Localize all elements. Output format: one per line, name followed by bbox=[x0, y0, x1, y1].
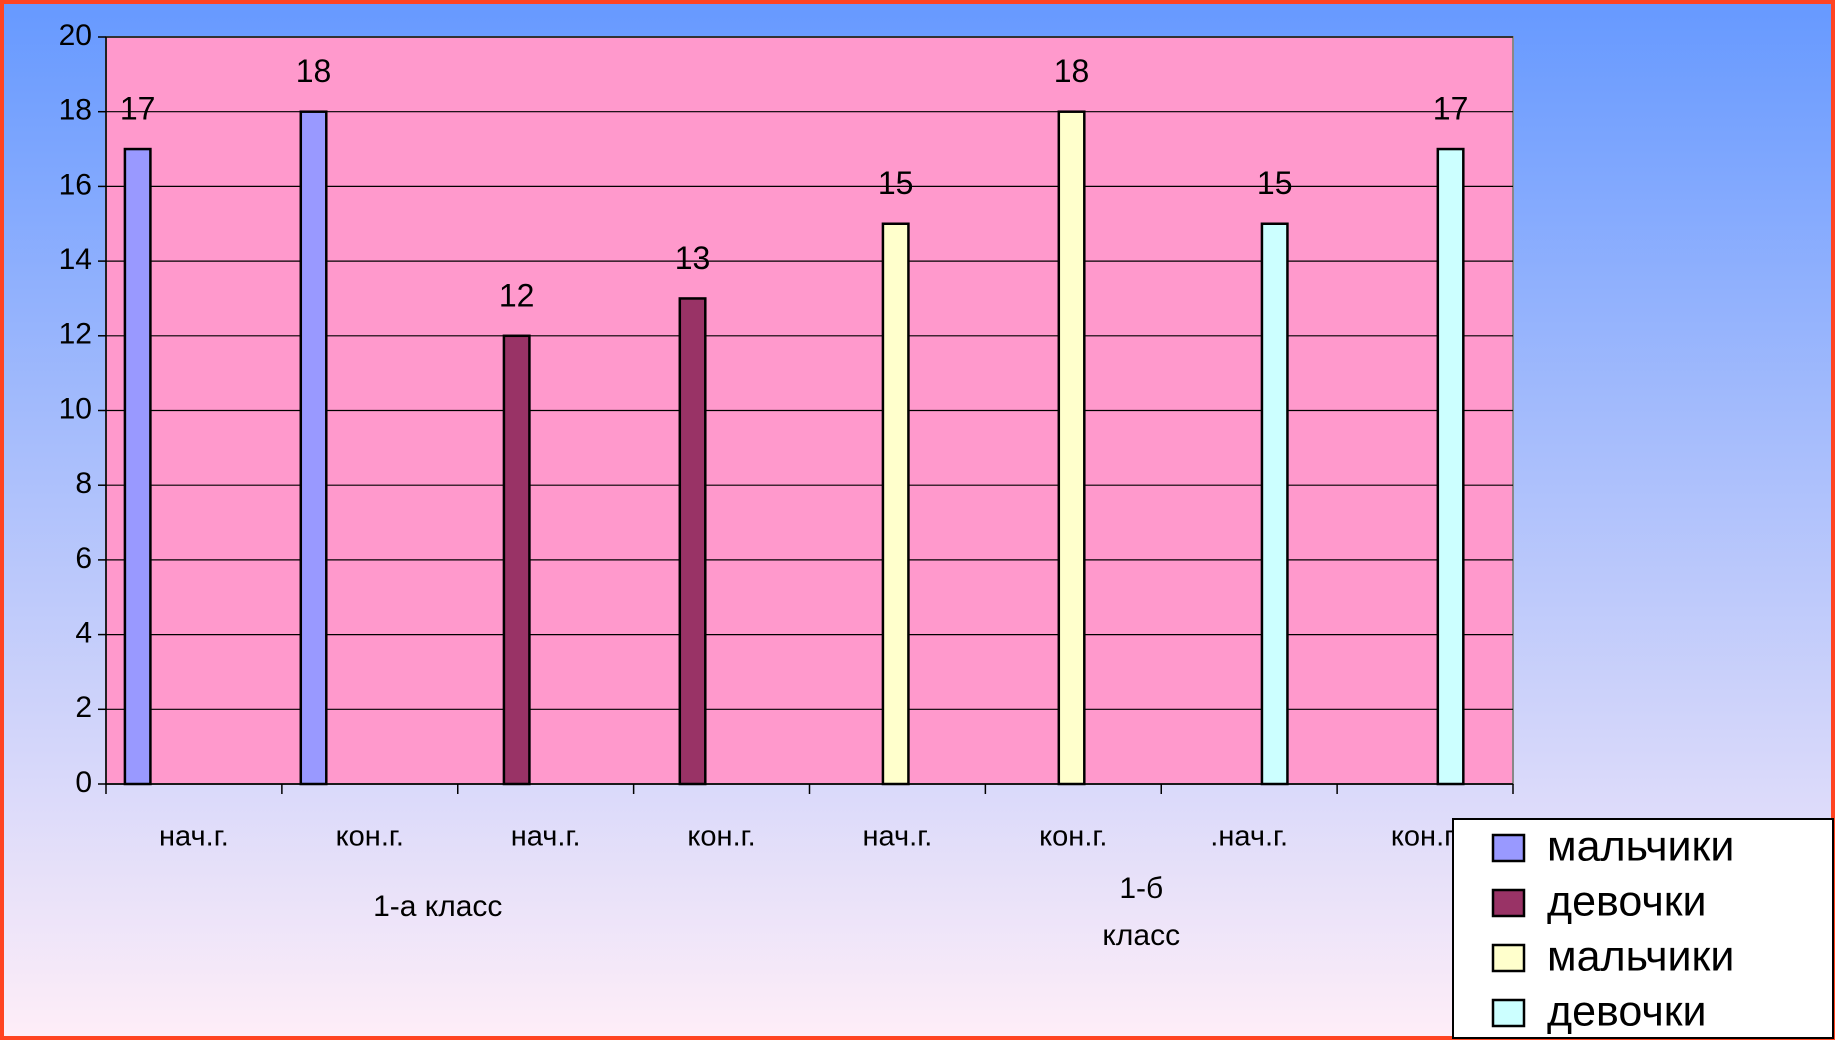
legend-swatch bbox=[1491, 833, 1526, 863]
data-label: 17 bbox=[120, 91, 156, 127]
x-tick-label: кон.г. bbox=[687, 821, 755, 853]
data-label: 18 bbox=[296, 53, 332, 89]
group-label: 1-б bbox=[1119, 872, 1163, 905]
bar bbox=[123, 147, 152, 786]
data-label: 13 bbox=[675, 240, 711, 276]
x-tick-label: кон.г. bbox=[1039, 821, 1107, 853]
data-label: 18 bbox=[1054, 53, 1090, 89]
bar bbox=[678, 297, 707, 786]
y-tick-label: 4 bbox=[75, 617, 92, 650]
bar bbox=[1260, 222, 1289, 786]
group-label: класс bbox=[1102, 919, 1180, 952]
legend-swatch bbox=[1491, 943, 1526, 973]
x-tick-label: нач.г. bbox=[511, 821, 581, 853]
data-label: 12 bbox=[499, 277, 535, 313]
bar bbox=[1436, 147, 1465, 786]
y-tick-label: 18 bbox=[59, 94, 92, 127]
x-tick-label: кон.г. bbox=[336, 821, 404, 853]
y-tick-label: 12 bbox=[59, 318, 92, 351]
legend-label: девочки bbox=[1547, 877, 1707, 925]
y-tick-label: 20 bbox=[59, 19, 92, 52]
bar bbox=[1057, 110, 1086, 786]
bar bbox=[502, 334, 531, 786]
x-tick-label: .нач.г. bbox=[1210, 821, 1288, 853]
x-tick-label: нач.г. bbox=[863, 821, 933, 853]
y-tick-label: 0 bbox=[75, 766, 92, 799]
group-label: 1-а класс bbox=[373, 890, 502, 923]
data-label: 17 bbox=[1433, 91, 1469, 127]
bar bbox=[881, 222, 910, 786]
legend-swatch bbox=[1491, 888, 1526, 918]
y-tick-label: 14 bbox=[59, 243, 92, 276]
bar bbox=[299, 110, 328, 786]
legend-swatch bbox=[1491, 998, 1526, 1028]
y-tick-label: 8 bbox=[75, 467, 92, 500]
legend-label: мальчики bbox=[1547, 932, 1734, 980]
y-tick-label: 16 bbox=[59, 168, 92, 201]
y-tick-label: 2 bbox=[75, 691, 92, 724]
legend-label: мальчики bbox=[1547, 822, 1734, 870]
x-tick-label: нач.г. bbox=[159, 821, 229, 853]
data-label: 15 bbox=[878, 165, 914, 201]
y-tick-label: 10 bbox=[59, 392, 92, 425]
y-tick-label: 6 bbox=[75, 542, 92, 575]
legend-label: девочки bbox=[1547, 987, 1707, 1035]
x-tick-label: кон.г. bbox=[1391, 821, 1459, 853]
data-label: 15 bbox=[1257, 165, 1293, 201]
